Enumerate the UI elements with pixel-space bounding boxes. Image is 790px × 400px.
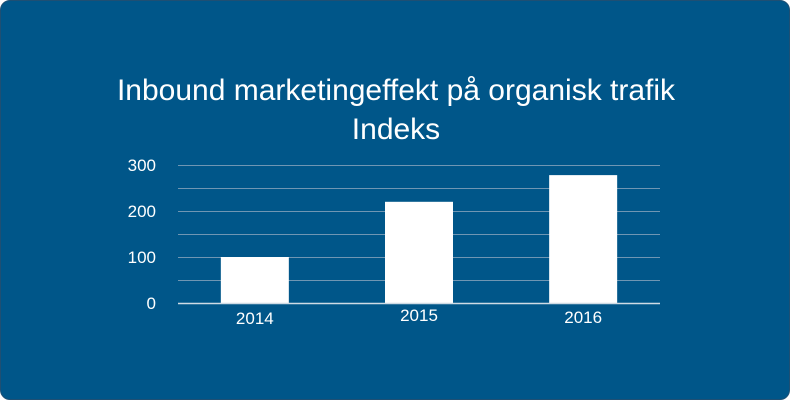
y-tick-label: 0: [147, 294, 156, 313]
chart-title: Inbound marketingeffekt på organisk traf…: [116, 74, 676, 107]
x-tick-label: 2014: [236, 309, 274, 328]
y-tick-label: 200: [128, 202, 156, 221]
bar-2014: [220, 257, 289, 304]
x-tick-label: 2016: [564, 308, 602, 327]
tick-labels: 0 100 200 300 2014 2015 2016: [128, 156, 602, 328]
x-tick-label: 2015: [400, 306, 438, 325]
bars: [220, 175, 618, 304]
bar-2016: [549, 175, 618, 304]
y-tick-label: 100: [128, 248, 156, 267]
bar-2015: [385, 201, 453, 304]
y-tick-label: 300: [128, 156, 156, 175]
chart-subtitle: Indeks: [351, 113, 441, 146]
